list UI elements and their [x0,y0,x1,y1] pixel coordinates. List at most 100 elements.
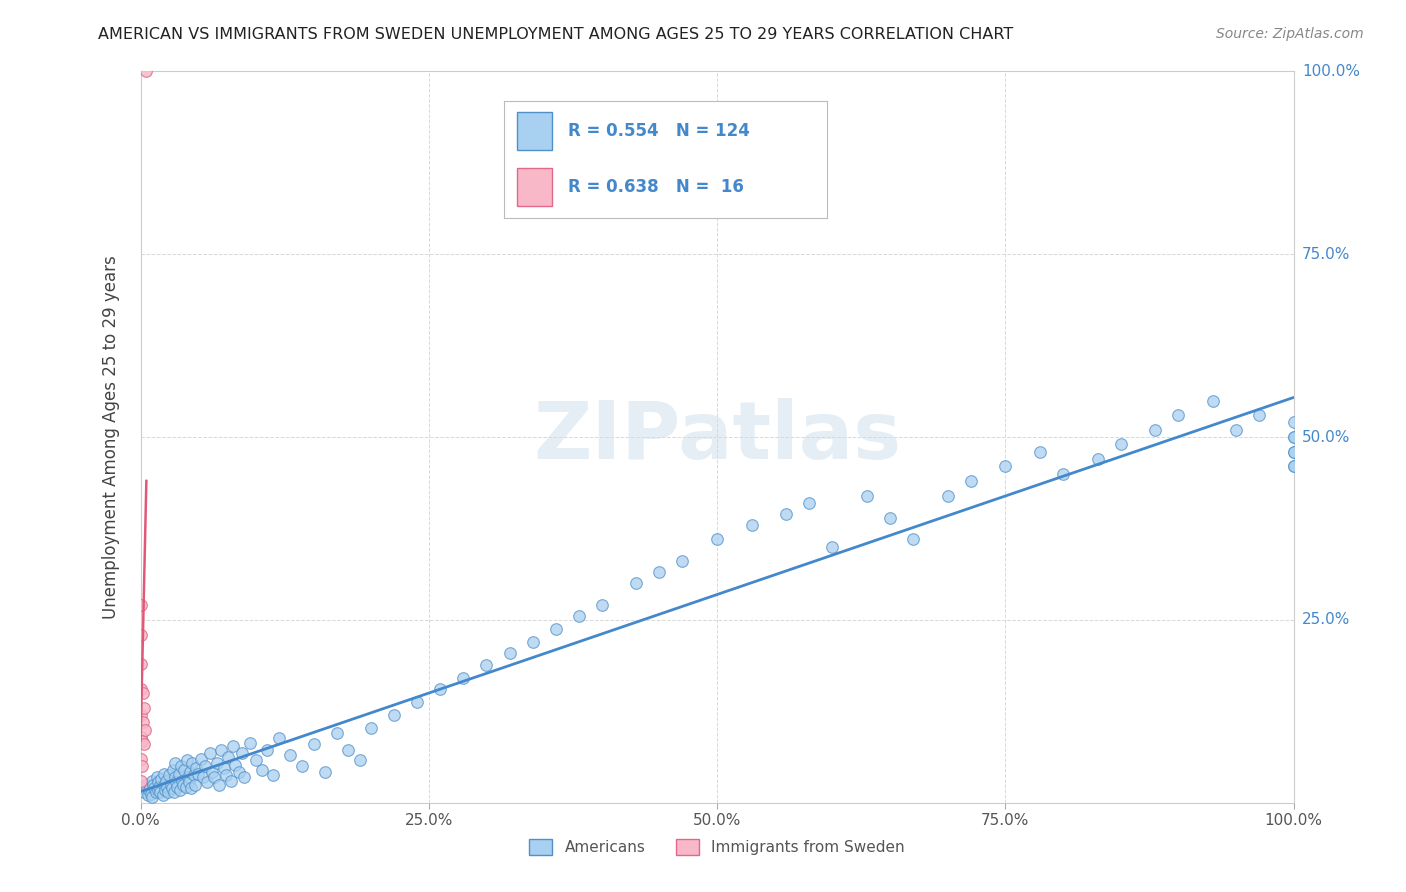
Point [166,780,188,794]
Point [146,782,169,797]
Point [136,789,159,803]
Point [131,733,153,747]
Point [155,773,177,788]
Point [302,737,325,751]
Point [879,510,901,524]
Point [177,770,200,784]
Point [1225,423,1247,437]
Point [141,789,163,804]
Point [209,743,232,757]
Point [936,489,959,503]
Point [132,785,155,799]
Point [245,753,267,767]
Point [568,609,591,624]
Point [208,778,231,792]
Point [522,635,544,649]
Point [1087,452,1109,467]
Point [190,752,212,766]
Point [201,765,224,780]
Point [429,682,451,697]
Point [129,682,152,697]
Point [821,540,844,554]
Point [799,496,821,510]
Point [291,759,314,773]
Point [183,768,205,782]
Point [205,756,228,770]
Point [160,781,183,796]
Point [959,474,981,488]
Point [129,708,152,723]
Point [544,622,567,636]
Point [239,736,262,750]
Point [475,658,498,673]
Point [165,770,187,784]
Point [159,768,180,782]
Point [184,778,207,792]
Point [191,770,214,784]
Point [706,533,728,547]
Point [856,489,879,503]
Point [132,781,155,796]
Point [994,459,1017,474]
Point [138,782,160,797]
Point [162,763,184,777]
Point [132,700,155,714]
Point [360,721,382,735]
Point [156,780,179,794]
Point [184,761,207,775]
Text: 50.0%: 50.0% [1302,430,1350,444]
Point [129,773,152,788]
Point [167,766,190,780]
Point [197,775,219,789]
Point [382,708,405,723]
Point [224,757,246,772]
Point [134,723,156,737]
Point [231,746,253,760]
Point [1282,444,1305,458]
Point [648,566,671,580]
Text: 25.0%: 25.0% [1302,613,1350,627]
Point [150,772,173,787]
Point [215,768,238,782]
Point [1144,423,1167,437]
Point [901,533,924,547]
Text: 100.0%: 100.0% [1302,64,1360,78]
Point [132,737,155,751]
Point [1282,444,1305,458]
Point [233,770,256,784]
Point [143,781,166,796]
Point [129,657,152,671]
Point [152,766,174,780]
Point [165,775,187,789]
Point [453,672,475,686]
Point [671,554,693,568]
Point [1029,444,1052,458]
Point [406,695,429,709]
Point [159,778,181,792]
Point [349,753,371,767]
Point [222,739,245,753]
Point [741,517,763,532]
Point [152,789,174,803]
Point [314,765,336,780]
Point [146,775,169,789]
Legend: Americans, Immigrants from Sweden: Americans, Immigrants from Sweden [523,833,911,861]
Point [228,765,250,780]
Point [337,743,360,757]
Point [1282,430,1305,444]
Point [139,780,162,794]
Text: 75.0%: 75.0% [1302,247,1350,261]
Point [1282,459,1305,474]
Point [148,780,170,794]
Point [267,731,290,746]
Point [132,686,155,700]
Point [187,766,209,780]
Point [180,781,202,796]
Point [198,746,221,760]
Point [250,763,273,777]
Point [172,773,194,788]
Point [1282,430,1305,444]
Point [139,787,162,801]
Point [132,715,155,730]
Point [1247,408,1270,422]
